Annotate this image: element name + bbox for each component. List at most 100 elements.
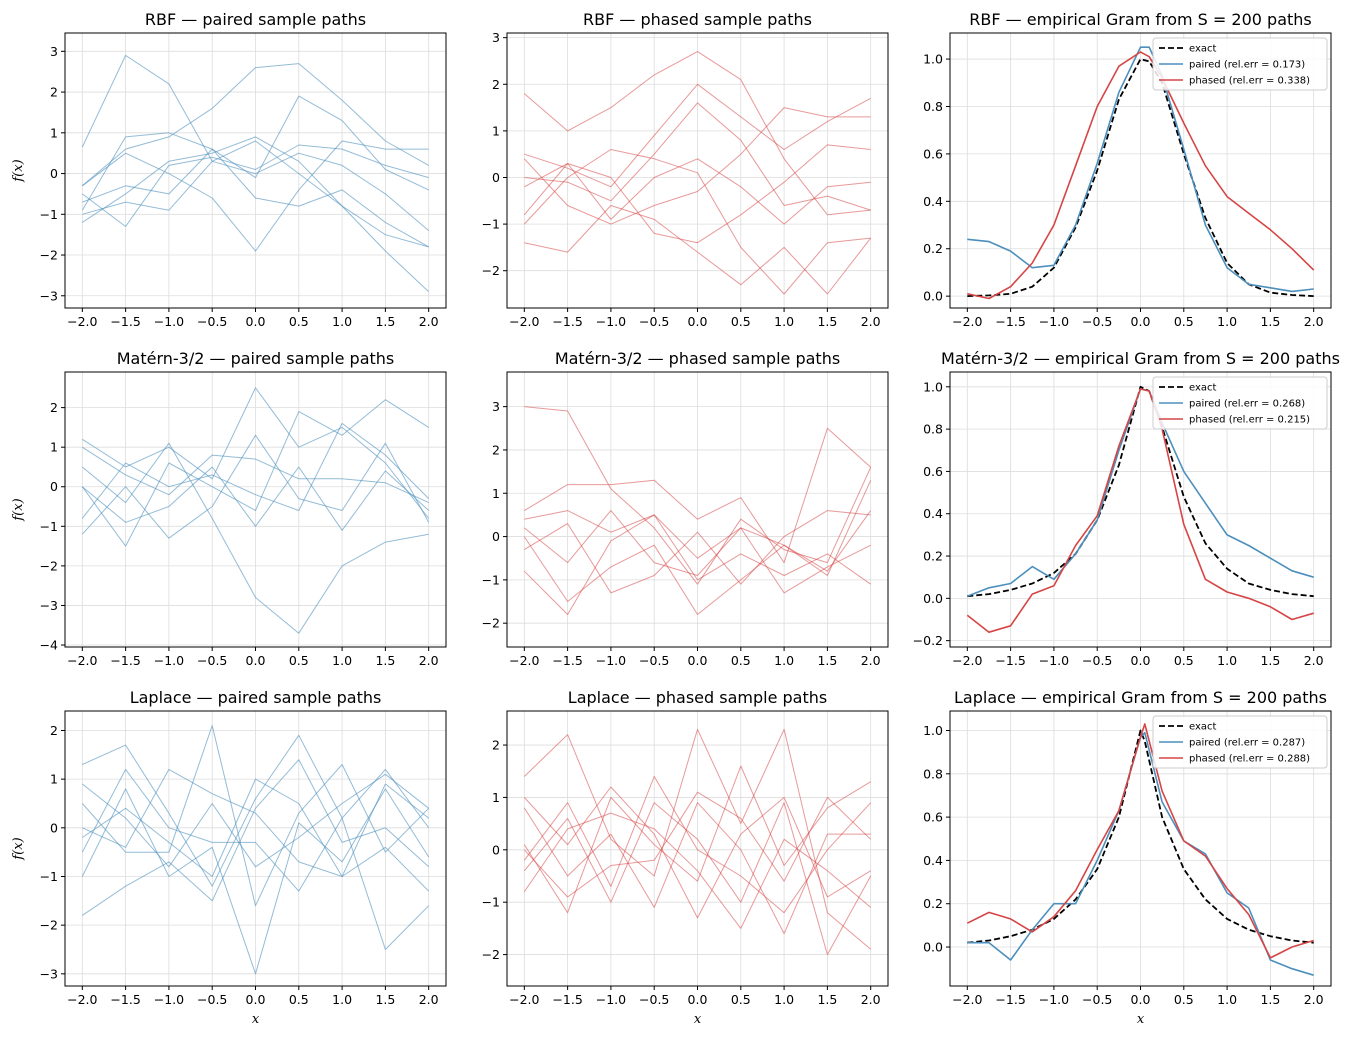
series-line-0	[82, 734, 430, 887]
chart-matern-gram: −2.0 −1.5 −1.0 −0.5 0.0 0.5 1.0 1.5 2.0 −0.2 0.0 0.…	[913, 349, 1340, 668]
x-tick-label: 1.5	[1260, 992, 1280, 1007]
plot-area	[81, 54, 430, 293]
x-tick-label: −1.0	[596, 653, 626, 668]
legend-label: exact	[1189, 44, 1217, 55]
series-line-7	[523, 144, 871, 244]
y-tick-label: 1.0	[923, 379, 943, 394]
y-tick-label: 2	[50, 400, 58, 415]
chart-rbf-gram: −2.0 −1.5 −1.0 −0.5 0.0 0.5 1.0 1.5 2.0 0.0 0.2 0.4…	[923, 10, 1332, 329]
x-tick-label: 2.0	[1304, 653, 1324, 668]
y-tick-label: 2	[492, 442, 500, 457]
series-line-0	[523, 51, 871, 216]
y-tick-label: 0.8	[923, 766, 943, 781]
series-line-2	[524, 480, 872, 576]
x-tick-label: −2.0	[509, 653, 539, 668]
y-tick-label: 3	[492, 30, 500, 45]
series-line-2	[81, 768, 430, 950]
y-tick-label: −2	[482, 263, 500, 278]
series-line-2	[81, 399, 429, 547]
legend-box	[1152, 376, 1328, 430]
legend-label: exact	[1189, 722, 1217, 733]
plot-area	[966, 385, 1314, 634]
legend-label: paired (rel.err = 0.268)	[1189, 399, 1305, 410]
x-tick-label: 1.0	[1217, 992, 1237, 1007]
y-tick-label: 1	[50, 440, 58, 455]
x-tick-label: −1.0	[154, 314, 184, 329]
y-tick-label: 2	[50, 723, 58, 738]
plot-area	[81, 387, 430, 634]
x-tick-label: −1.5	[995, 653, 1025, 668]
plot-area	[523, 728, 872, 956]
y-tick-label: −2	[40, 248, 58, 263]
series-line-3	[82, 136, 430, 293]
chart-title: Laplace — paired sample paths	[130, 688, 382, 707]
x-tick-label: 2.0	[1304, 314, 1324, 329]
y-tick-label: −1	[40, 519, 58, 534]
series-line-5	[82, 759, 430, 916]
y-tick-label: 1	[492, 123, 500, 138]
chart-title: Laplace — phased sample paths	[568, 688, 827, 707]
x-tick-label: 0.0	[246, 992, 266, 1007]
x-tick-label: −0.5	[639, 653, 669, 668]
legend: exact paired (rel.err = 0.287) phased (rel…	[1152, 715, 1328, 769]
x-tick-label: −2.0	[952, 314, 982, 329]
chart-rbf-phased: −2.0 −1.5 −1.0 −0.5 0.0 0.5 1.0 1.5 2.0 −2 −1 0 1 2 3 R…	[482, 10, 889, 329]
series-line-1	[967, 46, 1314, 293]
y-tick-label: 1	[50, 772, 58, 787]
chart-laplace-paired: −2.0 −1.5 −1.0 −0.5 0.0 0.5 1.0 1.5 2.0 −3 −2 −1 0 1 2…	[11, 688, 447, 1027]
y-tick-label: 1	[50, 125, 58, 140]
x-tick-label: 2.0	[419, 992, 439, 1007]
y-tick-label: −4	[40, 638, 58, 653]
series-line-1	[81, 63, 429, 187]
y-tick-label: 0.2	[923, 549, 943, 564]
x-axis-label: x	[1137, 1012, 1145, 1027]
chart-title: Laplace — empirical Gram from S = 200 pa…	[954, 688, 1327, 707]
y-tick-label: 0.6	[923, 810, 943, 825]
x-tick-label: −1.5	[552, 992, 582, 1007]
y-tick-label: 0	[492, 529, 500, 544]
chart-title: Matérn-3/2 — phased sample paths	[555, 349, 840, 368]
series-line-1	[967, 731, 1314, 976]
x-tick-label: 1.5	[375, 653, 395, 668]
x-tick-label: −2.0	[509, 314, 539, 329]
x-tick-label: −1.5	[110, 992, 140, 1007]
y-tick-label: 0.0	[923, 591, 943, 606]
y-tick-label: −1	[482, 217, 500, 232]
series-line-4	[82, 768, 430, 877]
x-tick-label: −2.0	[952, 653, 982, 668]
legend-label: phased (rel.err = 0.338)	[1189, 76, 1310, 87]
x-tick-label: −2.0	[67, 653, 97, 668]
y-tick-label: 3	[50, 44, 58, 59]
y-tick-label: 1	[492, 486, 500, 501]
x-tick-label: 0.0	[1131, 653, 1151, 668]
series-line-0	[524, 406, 872, 585]
y-tick-label: −1	[482, 895, 500, 910]
x-tick-label: −2.0	[67, 314, 97, 329]
plot-area	[966, 723, 1314, 976]
series-line-2	[523, 802, 872, 956]
y-tick-label: −3	[40, 288, 58, 303]
x-tick-label: −0.5	[197, 992, 227, 1007]
series-line-2	[967, 51, 1315, 300]
chart-rbf-paired: −2.0 −1.5 −1.0 −0.5 0.0 0.5 1.0 1.5 2.0 −3 −2 −1 0 1 2…	[11, 10, 447, 329]
x-tick-label: 0.0	[1131, 992, 1151, 1007]
series-line-5	[82, 446, 429, 504]
x-tick-label: 1.0	[774, 314, 794, 329]
x-tick-label: 0.0	[688, 653, 708, 668]
series-line-2	[966, 388, 1314, 634]
series-line-1	[81, 725, 430, 907]
y-tick-label: 0	[492, 842, 500, 857]
y-tick-label: 0.4	[923, 853, 943, 868]
x-tick-label: −0.5	[197, 653, 227, 668]
legend-label: paired (rel.err = 0.287)	[1189, 738, 1305, 749]
chart-matern-paired: −2.0 −1.5 −1.0 −0.5 0.0 0.5 1.0 1.5 2.0 −4 −3 −2 −1 0…	[11, 349, 447, 668]
x-tick-label: 0.5	[289, 653, 309, 668]
y-tick-label: 0.6	[923, 464, 943, 479]
chart-laplace-phased: −2.0 −1.5 −1.0 −0.5 0.0 0.5 1.0 1.5 2.0 −2 −1 0 1 2 La…	[482, 688, 889, 1027]
x-tick-label: −1.0	[1039, 653, 1069, 668]
y-tick-label: 0.0	[923, 940, 943, 955]
x-tick-label: −0.5	[197, 314, 227, 329]
x-tick-label: −0.5	[1082, 653, 1112, 668]
series-line-6	[523, 786, 871, 919]
chart-title: RBF — phased sample paths	[583, 10, 812, 29]
